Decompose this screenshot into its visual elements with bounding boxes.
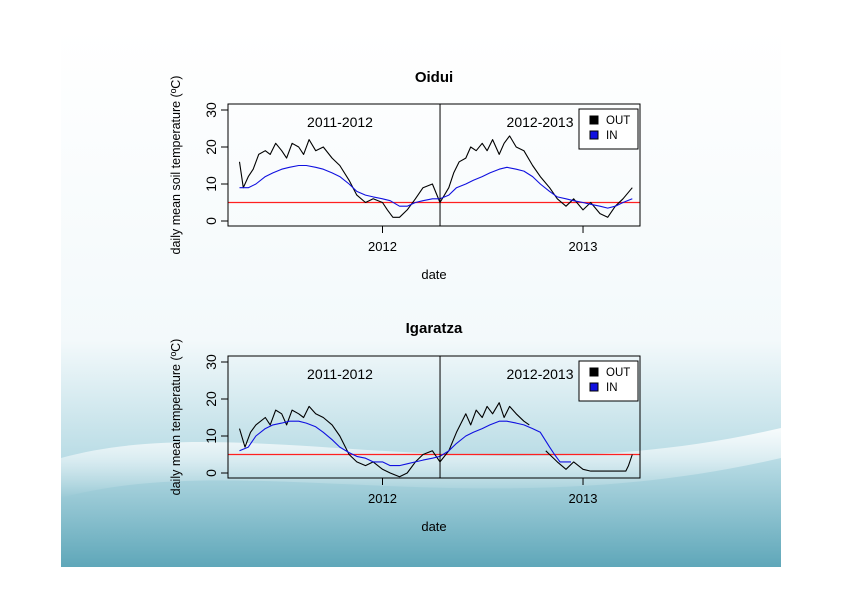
x-axis-label: date xyxy=(421,519,446,534)
series-line-in xyxy=(239,420,571,467)
series-line-out xyxy=(238,135,633,218)
y-tick-label: 20 xyxy=(203,391,219,407)
series-line-out xyxy=(238,402,530,478)
legend-box xyxy=(578,108,639,150)
legend-label: OUT xyxy=(606,115,630,127)
period-label: 2011-2012 xyxy=(307,366,373,382)
series-line-out-late xyxy=(545,450,633,472)
series-line-in xyxy=(239,164,633,209)
period-label: 2012-2013 xyxy=(507,366,574,382)
y-axis-label: daily mean temperature (ºC) xyxy=(169,339,183,496)
legend-swatch xyxy=(589,367,599,377)
chart-title: Oidui xyxy=(415,69,453,86)
chart-title: Igaratza xyxy=(406,320,463,337)
plot-area xyxy=(228,135,640,218)
period-label: 2012-2013 xyxy=(507,114,574,130)
y-tick-label: 30 xyxy=(203,354,219,370)
x-axis-label: date xyxy=(421,267,446,282)
y-tick-label: 0 xyxy=(203,469,219,477)
slide-backdrop xyxy=(61,28,781,567)
x-tick-label: 2012 xyxy=(368,491,397,506)
x-tick-label: 2012 xyxy=(368,239,397,254)
legend-label: OUT xyxy=(606,367,630,379)
legend: OUT IN xyxy=(578,108,639,150)
legend-box xyxy=(578,360,639,402)
legend-swatch xyxy=(589,130,599,140)
x-tick-label: 2013 xyxy=(569,491,598,506)
legend-swatch xyxy=(589,115,599,125)
x-tick-label: 2013 xyxy=(569,239,598,254)
legend-swatch xyxy=(589,382,599,392)
plot-area xyxy=(228,402,640,478)
y-axis-label: daily mean soil temperature (ºC) xyxy=(169,76,183,255)
slide-background xyxy=(61,28,781,567)
plot-frame xyxy=(227,355,641,479)
y-tick-label: 10 xyxy=(203,428,219,444)
legend-label: IN xyxy=(606,382,618,394)
y-tick-label: 20 xyxy=(203,139,219,155)
slide-wave xyxy=(61,428,781,498)
period-label: 2011-2012 xyxy=(307,114,373,130)
legend-label: IN xyxy=(606,130,618,142)
chart-panel-1: Oidui 0 10 20 30 daily mean soil temperature … xyxy=(169,69,641,282)
plot-frame xyxy=(227,103,641,227)
y-tick-label: 0 xyxy=(203,217,219,225)
chart-panel-2: Igaratza 0 10 20 30 daily mean temperature (º… xyxy=(169,320,641,534)
y-tick-label: 10 xyxy=(203,176,219,192)
legend: OUT IN xyxy=(578,360,639,402)
y-tick-label: 30 xyxy=(203,102,219,118)
